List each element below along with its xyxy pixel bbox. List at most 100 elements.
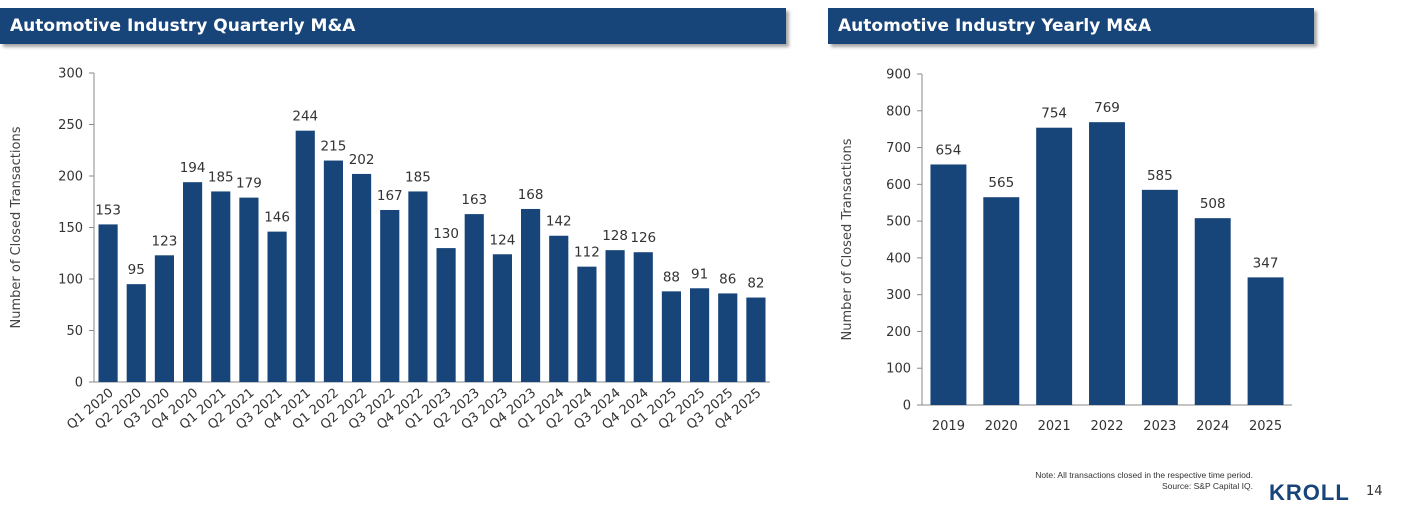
y-tick-label: 400 <box>886 251 911 266</box>
data-label: 123 <box>152 233 178 249</box>
bar-q4-2024 <box>633 252 653 382</box>
data-label: 126 <box>630 230 656 246</box>
data-label: 88 <box>663 269 680 285</box>
data-label: 142 <box>546 214 572 230</box>
data-label: 168 <box>518 187 544 203</box>
bar-2023 <box>1141 189 1178 405</box>
y-tick-label: 100 <box>58 273 83 288</box>
data-label: 82 <box>747 276 764 292</box>
yearly-chart-title-banner: Automotive Industry Yearly M&A <box>828 8 1314 44</box>
data-label: 194 <box>180 160 206 176</box>
page-number: 14 <box>1366 484 1383 499</box>
x-tick-label: 2025 <box>1249 419 1282 434</box>
data-label: 585 <box>1147 168 1173 184</box>
x-tick-label: 2020 <box>985 419 1018 434</box>
bar-q4-2023 <box>521 208 541 382</box>
bar-2019 <box>930 164 967 405</box>
data-label: 86 <box>719 271 736 287</box>
y-tick-label: 150 <box>58 221 83 236</box>
x-tick-label: 2021 <box>1038 419 1071 434</box>
yearly-bar-chart: Number of Closed Transactions 0 100 200 300 4… <box>840 68 1292 434</box>
x-tick-label: 2023 <box>1143 419 1176 434</box>
data-label: 95 <box>128 262 145 278</box>
bar-q1-2022 <box>323 160 343 382</box>
data-label: 508 <box>1200 196 1226 212</box>
quarterly-chart-title-banner: Automotive Industry Quarterly M&A <box>0 8 786 44</box>
quarterly-bar-chart: Number of Closed Transactions 0 50 100 150 20… <box>9 67 770 433</box>
data-label: 179 <box>236 176 262 192</box>
y-tick-label: 100 <box>886 362 911 377</box>
bar-q4-2022 <box>408 191 428 382</box>
y-tick-label: 0 <box>903 399 911 414</box>
x-tick-label: 2024 <box>1196 419 1229 434</box>
bar-2022 <box>1089 122 1125 405</box>
data-label: 215 <box>321 139 347 155</box>
y-tick-label: 200 <box>886 325 911 340</box>
bar-q3-2024 <box>605 250 625 382</box>
y-tick-label: 300 <box>886 288 911 303</box>
bar-q1-2025 <box>661 291 681 382</box>
kroll-logo: KROLL <box>1269 480 1350 505</box>
footnote-line-2: Source: S&P Capital IQ. <box>1161 481 1253 491</box>
bar-q3-2021 <box>267 231 287 382</box>
bar-q1-2023 <box>436 248 456 382</box>
quarterly-chart-title: Automotive Industry Quarterly M&A <box>10 16 356 36</box>
data-label: 128 <box>602 228 628 244</box>
kroll-logo-text: KROLL <box>1269 480 1350 505</box>
y-tick-label: 300 <box>58 67 83 82</box>
y-tick-label: 800 <box>886 104 911 119</box>
bar-q1-2021 <box>211 191 231 382</box>
data-label: 153 <box>95 202 121 218</box>
data-label: 146 <box>264 210 290 226</box>
data-label: 244 <box>292 109 318 125</box>
bar-q2-2024 <box>577 266 597 382</box>
bar-2025 <box>1247 277 1284 405</box>
data-label: 185 <box>405 169 431 185</box>
data-label: 769 <box>1094 100 1120 116</box>
bar-q2-2021 <box>239 197 259 382</box>
data-label: 124 <box>490 232 516 248</box>
data-label: 347 <box>1253 255 1279 271</box>
y-tick-label: 0 <box>75 376 83 391</box>
bar-q1-2020 <box>98 224 118 382</box>
bar-q3-2020 <box>154 255 174 382</box>
bar-q3-2023 <box>492 254 512 382</box>
x-tick-label: 2022 <box>1090 419 1123 434</box>
y-tick-label: 600 <box>886 178 911 193</box>
y-tick-label: 700 <box>886 141 911 156</box>
yearly-chart-title: Automotive Industry Yearly M&A <box>838 16 1152 36</box>
bar-q3-2025 <box>718 293 738 382</box>
y-tick-label: 50 <box>66 324 83 339</box>
data-label: 754 <box>1041 106 1067 122</box>
bar-2021 <box>1036 127 1073 405</box>
data-label: 185 <box>208 169 234 185</box>
data-label: 654 <box>936 142 962 158</box>
y-tick-label: 200 <box>58 170 83 185</box>
y-tick-label: 500 <box>886 215 911 230</box>
y-axis-label: Number of Closed Transactions <box>840 138 855 340</box>
bar-q3-2022 <box>380 209 400 382</box>
bar-2020 <box>983 197 1020 405</box>
data-label: 112 <box>574 245 600 261</box>
bar-q4-2025 <box>746 297 766 382</box>
footnote-line-1: Note: All transactions closed in the res… <box>1035 470 1253 480</box>
bar-q1-2024 <box>549 235 569 382</box>
bar-q2-2023 <box>464 214 484 382</box>
y-axis-label: Number of Closed Transactions <box>9 126 24 328</box>
data-label: 91 <box>691 266 708 282</box>
bar-q2-2025 <box>690 288 710 382</box>
footnote: Note: All transactions closed in the res… <box>1035 470 1253 492</box>
y-tick-label: 900 <box>886 68 911 83</box>
data-label: 163 <box>461 192 487 208</box>
bar-q4-2020 <box>183 182 203 382</box>
data-label: 565 <box>988 175 1014 191</box>
y-tick-label: 250 <box>58 118 83 133</box>
x-tick-label: 2019 <box>932 419 965 434</box>
data-label: 130 <box>433 226 459 242</box>
bar-2024 <box>1194 218 1231 405</box>
bar-q2-2022 <box>352 173 372 382</box>
data-label: 167 <box>377 188 403 204</box>
bar-q4-2021 <box>295 130 315 382</box>
bar-q2-2020 <box>126 284 146 382</box>
data-label: 202 <box>349 152 375 168</box>
